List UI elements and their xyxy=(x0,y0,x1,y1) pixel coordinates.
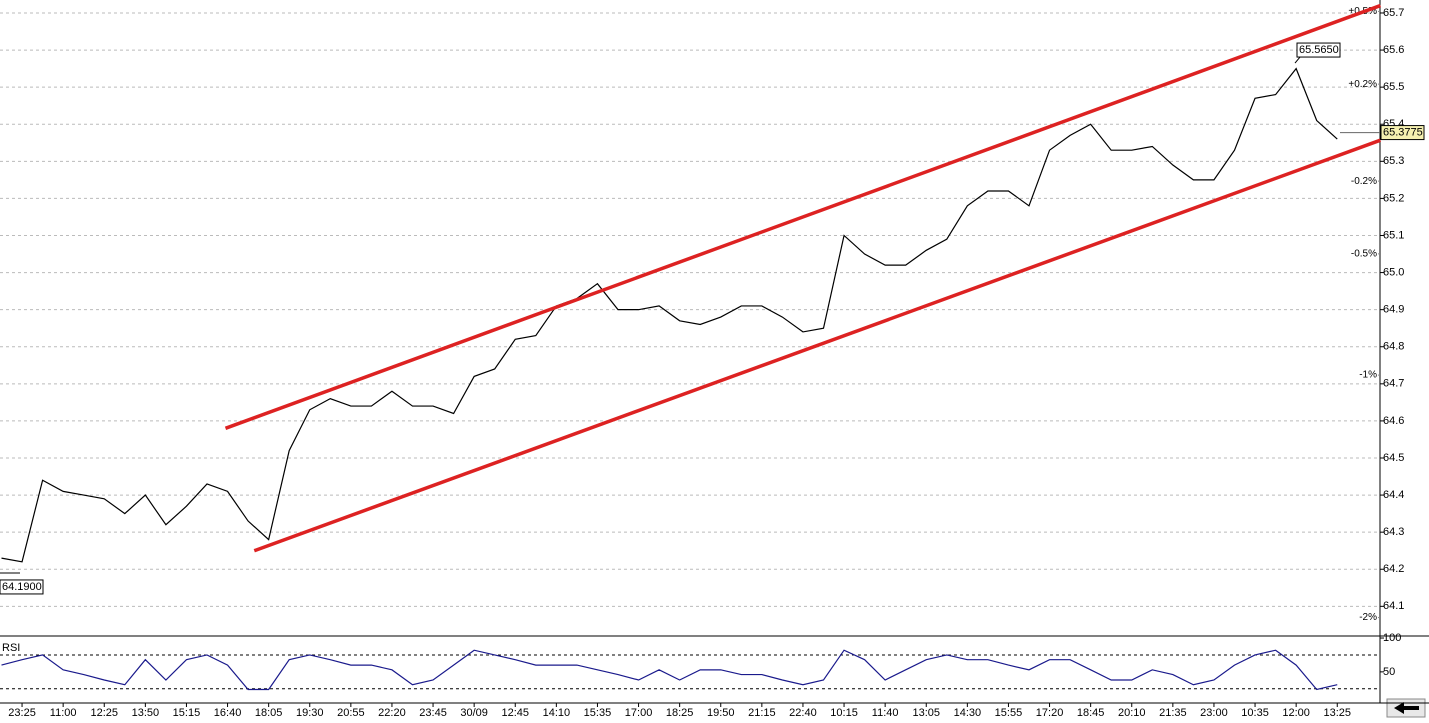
rsi-title: RSI xyxy=(2,642,20,654)
trend-line xyxy=(224,3,1382,430)
y-tick-label: 64.3 xyxy=(1383,526,1404,538)
y2-tick-label: -0.5% xyxy=(1351,249,1377,260)
x-tick-label: 12:00 xyxy=(1282,707,1310,719)
x-tick-label: 14:30 xyxy=(954,707,982,719)
price-label-box xyxy=(1296,42,1341,58)
x-tick-label: 13:05 xyxy=(912,707,940,719)
x-tick-label: 18:05 xyxy=(255,707,283,719)
y-tick-label: 65.1 xyxy=(1383,229,1404,241)
y-tick-label: 65.7 xyxy=(1383,7,1404,19)
price-line xyxy=(1,649,1338,691)
x-tick-label: 23:00 xyxy=(1200,707,1228,719)
price-label-box xyxy=(0,579,44,595)
y-tick-label: 65.5 xyxy=(1383,81,1404,93)
x-tick-label: 19:50 xyxy=(707,707,735,719)
y2-tick-label: +0.2% xyxy=(1348,79,1377,90)
x-tick-label: 11:00 xyxy=(50,707,77,719)
x-tick-label: 18:45 xyxy=(1077,707,1105,719)
y-tick-label: 64.9 xyxy=(1383,304,1404,316)
price-label: 65.5650 xyxy=(1299,44,1339,56)
x-tick-label: 17:20 xyxy=(1036,707,1064,719)
x-tick-label: 16:40 xyxy=(214,707,242,719)
y-tick-label: 64.5 xyxy=(1383,452,1404,464)
y-tick-label: 65.2 xyxy=(1383,192,1404,204)
x-tick-label: 15:55 xyxy=(995,707,1023,719)
price-line xyxy=(1,67,1338,563)
x-tick-label: 22:40 xyxy=(789,707,817,719)
y2-tick-label: -2% xyxy=(1359,612,1377,623)
x-tick-label: 15:15 xyxy=(173,707,201,719)
y-tick-label: 64.7 xyxy=(1383,378,1404,390)
y2-tick-label: -1% xyxy=(1359,370,1377,381)
x-tick-label: 21:35 xyxy=(1159,707,1187,719)
x-tick-label: 30/09 xyxy=(460,707,488,719)
x-tick-label: 13:50 xyxy=(132,707,160,719)
y-tick-label: 64.2 xyxy=(1383,563,1404,575)
x-tick-label: 19:30 xyxy=(296,707,324,719)
price-label-box xyxy=(1380,125,1425,141)
x-tick-label: 12:25 xyxy=(90,707,118,719)
x-tick-label: 23:45 xyxy=(419,707,447,719)
x-tick-label: 17:00 xyxy=(625,707,653,719)
x-tick-label: 20:55 xyxy=(337,707,365,719)
price-label: 65.3775 xyxy=(1383,126,1423,138)
x-tick-label: 14:10 xyxy=(543,707,571,719)
scroll-button[interactable] xyxy=(1386,698,1426,718)
x-tick-label: 22:20 xyxy=(378,707,406,719)
trend-line xyxy=(253,138,1382,553)
x-tick-label: 12:45 xyxy=(501,707,529,719)
y-tick-label: 65.3 xyxy=(1383,155,1404,167)
x-tick-label: 20:10 xyxy=(1118,707,1146,719)
arrow-icon[interactable] xyxy=(1394,702,1419,714)
x-tick-label: 23:25 xyxy=(8,707,36,719)
x-tick-label: 10:35 xyxy=(1241,707,1269,719)
high-marker xyxy=(1294,56,1301,64)
y-tick-label: 64.1 xyxy=(1383,600,1404,612)
y-tick-label: 64.6 xyxy=(1383,415,1404,427)
x-tick-label: 18:25 xyxy=(666,707,694,719)
y2-tick-label: -0.2% xyxy=(1351,176,1377,187)
x-tick-label: 13:25 xyxy=(1323,707,1351,719)
y-tick-label: 64.8 xyxy=(1383,341,1404,353)
y-tick-label: 64.4 xyxy=(1383,489,1404,501)
x-tick-label: 11:40 xyxy=(872,707,899,719)
y-tick-label: 100 xyxy=(1383,632,1401,644)
x-tick-label: 21:15 xyxy=(748,707,776,719)
y-tick-label: 50 xyxy=(1383,666,1395,678)
x-tick-label: 10:15 xyxy=(830,707,858,719)
y-tick-label: 65.0 xyxy=(1383,266,1404,278)
price-label: 64.1900 xyxy=(2,581,42,593)
x-tick-label: 15:35 xyxy=(584,707,612,719)
y-tick-label: 65.6 xyxy=(1383,44,1404,56)
